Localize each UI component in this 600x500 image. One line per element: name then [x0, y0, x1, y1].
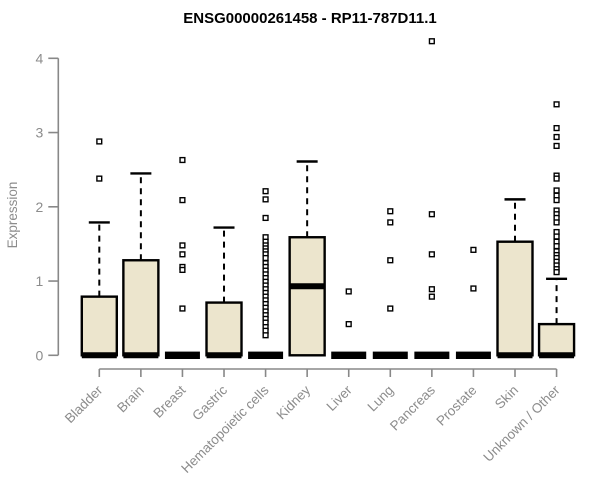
outlier-point	[179, 242, 186, 249]
box-liver	[331, 288, 367, 359]
outlier-point	[387, 257, 394, 264]
outlier-point	[179, 305, 186, 312]
outlier-point	[428, 286, 435, 293]
box-rect	[80, 295, 119, 357]
collapsed-box-bar	[164, 351, 200, 359]
x-tick-label: Lung	[365, 383, 397, 415]
outlier-point	[553, 101, 560, 108]
outlier-point	[428, 293, 435, 300]
box-rect	[205, 301, 243, 357]
box-prostate	[455, 246, 491, 359]
outlier-point	[553, 243, 560, 250]
y-tick-label: 2	[36, 199, 44, 215]
outlier-point	[428, 211, 435, 218]
x-tick-label: Bladder	[62, 382, 106, 426]
y-tick-label: 0	[36, 347, 44, 363]
box-gastric	[205, 226, 243, 359]
x-tick-label: Kidney	[273, 382, 313, 422]
collapsed-box-bar	[455, 351, 491, 359]
outlier-point	[262, 188, 269, 195]
outlier-point	[553, 219, 560, 226]
outlier-point	[179, 197, 186, 204]
box-skin	[496, 198, 534, 359]
collapsed-box-bar	[414, 351, 450, 359]
outlier-point	[179, 156, 186, 164]
outlier-point	[387, 305, 394, 312]
outlier-point	[96, 175, 103, 182]
outlier-point	[470, 246, 477, 253]
outlier-point	[387, 208, 394, 215]
outlier-point	[262, 214, 269, 222]
outlier-point	[428, 38, 435, 45]
box-rect	[288, 236, 326, 357]
outlier-point	[345, 288, 352, 295]
outlier-point	[553, 124, 560, 132]
x-tick-label: Brain	[114, 383, 147, 416]
box-bladder	[80, 138, 119, 359]
outlier-point	[345, 321, 352, 328]
x-tick-label: Prostate	[433, 383, 479, 429]
y-tick-label: 3	[36, 125, 44, 141]
box-pancreas	[414, 38, 450, 359]
box-brain	[122, 172, 160, 359]
box-unknown-other	[537, 101, 576, 359]
outlier-point	[553, 269, 560, 276]
outlier-point	[553, 233, 560, 240]
outlier-point	[470, 285, 477, 292]
outlier-point	[262, 332, 269, 339]
outlier-point	[96, 138, 103, 145]
outlier-point	[553, 187, 560, 194]
x-tick-label: Skin	[492, 383, 521, 412]
outlier-point	[428, 251, 435, 258]
outlier-point	[179, 266, 186, 274]
y-tick-label: 4	[36, 50, 44, 66]
box-hematopoietic-cells	[248, 188, 284, 359]
collapsed-box-bar	[372, 351, 408, 359]
collapsed-box-bar	[248, 351, 284, 359]
outlier-point	[553, 142, 560, 150]
y-axis: 0 1 2 3 4	[36, 50, 60, 363]
x-tick-label: Gastric	[189, 382, 230, 423]
x-tick-label: Pancreas	[387, 382, 438, 433]
box-rect	[122, 259, 160, 357]
outlier-point	[387, 219, 394, 226]
chart-title: ENSG00000261458 - RP11-787D11.1	[183, 10, 437, 27]
outlier-point	[553, 133, 560, 141]
x-tick-label: Unknown / Other	[480, 382, 563, 465]
box-rect	[537, 322, 576, 357]
outlier-point	[553, 175, 560, 182]
box-breast	[164, 156, 200, 359]
box-kidney	[288, 160, 326, 357]
collapsed-box-bar	[331, 351, 367, 359]
x-tick-label: Liver	[324, 382, 356, 414]
outlier-point	[179, 251, 186, 258]
box-lung	[372, 208, 408, 359]
outlier-point	[553, 197, 560, 204]
y-tick-label: 1	[36, 273, 44, 289]
box-rect	[496, 240, 534, 357]
outlier-point	[262, 254, 269, 262]
outlier-point	[262, 196, 269, 203]
x-tick-label: Breast	[150, 382, 188, 420]
